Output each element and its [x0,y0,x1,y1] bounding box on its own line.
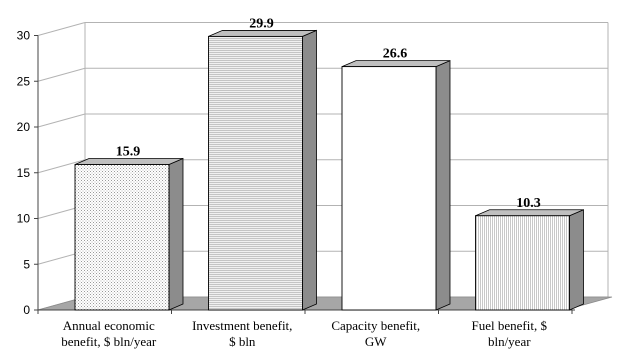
x-category-label: GW [365,334,387,349]
x-category-label: benefit, $ bln/year [61,334,157,349]
bar [341,66,437,311]
gridline-depth [37,159,86,174]
bar-side [435,60,451,311]
labels: 0 5 10 15 20 25 30 15.9 29.9 26.6 10.3 Annual econo… [17,16,548,349]
x-category-label: $ bln [229,334,256,349]
bar-side [168,157,184,311]
bar-side [569,209,584,311]
bar [74,164,170,311]
x-category-label: Investment benefit, [192,318,292,333]
y-tick-label: 5 [23,257,30,271]
data-label: 15.9 [116,145,141,160]
bars [74,29,584,311]
x-category-label: bln/year [488,334,531,349]
x-category-label: Capacity benefit, [331,318,420,333]
gridline-depth [37,113,86,128]
x-category-label: Annual economic [63,318,155,333]
data-label: 10.3 [516,196,541,211]
y-tick-label: 20 [17,120,31,134]
data-label: 29.9 [249,16,274,31]
gridline-depth [37,22,86,36]
bar-side [302,29,317,311]
bar [208,35,303,311]
y-tick-label: 10 [17,212,31,226]
y-tick-label: 0 [23,303,30,317]
bar [475,215,570,311]
y-tick-label: 15 [17,166,31,180]
x-category-label: Fuel benefit, $ [472,318,548,333]
gridline-depth [37,67,86,82]
y-tick-label: 25 [17,74,31,88]
data-label: 26.6 [383,47,408,62]
y-tick-label: 30 [17,29,31,43]
